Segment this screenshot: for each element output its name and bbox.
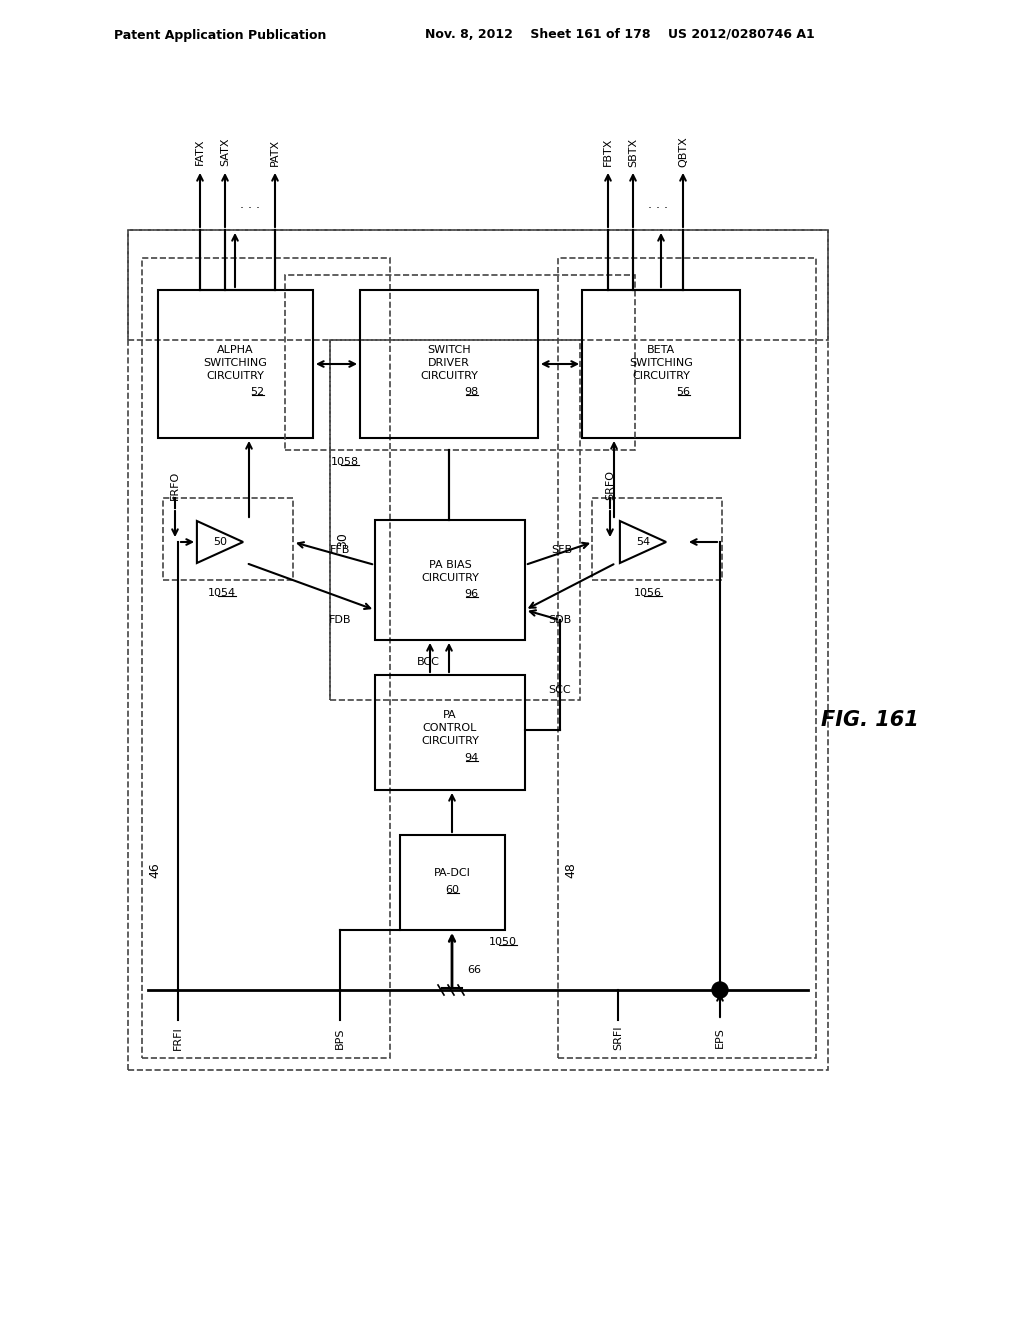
Text: 96: 96 xyxy=(464,589,478,599)
Text: 98: 98 xyxy=(464,387,478,397)
Bar xyxy=(330,341,580,700)
Text: QBTX: QBTX xyxy=(678,137,688,168)
Text: 54: 54 xyxy=(636,537,650,546)
Text: SBTX: SBTX xyxy=(628,137,638,166)
Text: SWITCH: SWITCH xyxy=(427,345,471,355)
Text: SFB: SFB xyxy=(552,545,572,554)
Bar xyxy=(375,520,525,640)
Text: 94: 94 xyxy=(464,752,478,763)
Text: CIRCUITRY: CIRCUITRY xyxy=(632,371,690,381)
Text: PATX: PATX xyxy=(270,139,280,165)
Text: PA: PA xyxy=(443,710,457,719)
Text: SDB: SDB xyxy=(549,615,571,624)
Text: CIRCUITRY: CIRCUITRY xyxy=(421,737,479,746)
Text: 52: 52 xyxy=(250,387,264,397)
Text: 1054: 1054 xyxy=(208,587,237,598)
Circle shape xyxy=(712,982,728,998)
Bar xyxy=(592,498,722,579)
Text: FFB: FFB xyxy=(330,545,350,554)
Text: FATX: FATX xyxy=(195,139,205,165)
Text: SCC: SCC xyxy=(548,685,570,696)
Text: DRIVER: DRIVER xyxy=(428,358,470,368)
Text: BCC: BCC xyxy=(417,657,440,667)
Bar xyxy=(400,836,505,931)
Text: . . .: . . . xyxy=(648,198,668,211)
Text: CIRCUITRY: CIRCUITRY xyxy=(421,573,479,583)
Bar xyxy=(158,290,313,438)
Text: BETA: BETA xyxy=(647,345,675,355)
Text: 30: 30 xyxy=(337,532,349,548)
Text: FIG. 161: FIG. 161 xyxy=(821,710,919,730)
Text: SWITCHING: SWITCHING xyxy=(203,358,267,368)
Text: CONTROL: CONTROL xyxy=(423,723,477,733)
Text: 1058: 1058 xyxy=(331,457,359,467)
Text: Patent Application Publication: Patent Application Publication xyxy=(114,29,327,41)
Text: FBTX: FBTX xyxy=(603,137,613,166)
Text: 1056: 1056 xyxy=(634,587,662,598)
Text: 50: 50 xyxy=(213,537,227,546)
Text: SRFO: SRFO xyxy=(605,470,615,500)
Text: 60: 60 xyxy=(445,884,459,895)
Text: 56: 56 xyxy=(676,387,690,397)
Text: FDB: FDB xyxy=(329,615,351,624)
Bar xyxy=(128,230,828,1071)
Bar xyxy=(558,257,816,1059)
Bar xyxy=(582,290,740,438)
Bar xyxy=(142,257,390,1059)
Text: EPS: EPS xyxy=(715,1027,725,1048)
Text: FRFO: FRFO xyxy=(170,470,180,500)
Text: SATX: SATX xyxy=(220,137,230,166)
Text: SWITCHING: SWITCHING xyxy=(629,358,693,368)
Bar xyxy=(163,498,293,579)
Text: . . .: . . . xyxy=(240,198,260,211)
Text: 66: 66 xyxy=(467,965,481,975)
Text: 46: 46 xyxy=(148,862,162,878)
Text: 1050: 1050 xyxy=(489,937,517,946)
Bar xyxy=(360,290,538,438)
Bar xyxy=(285,275,635,450)
Text: CIRCUITRY: CIRCUITRY xyxy=(420,371,478,381)
Bar xyxy=(375,675,525,789)
Text: ALPHA: ALPHA xyxy=(217,345,253,355)
Text: PA BIAS: PA BIAS xyxy=(429,560,471,570)
Text: FRFI: FRFI xyxy=(173,1026,183,1049)
Bar xyxy=(128,230,828,341)
Text: SRFI: SRFI xyxy=(613,1026,623,1051)
Text: 48: 48 xyxy=(564,862,578,878)
Text: PA-DCI: PA-DCI xyxy=(433,869,470,878)
Text: CIRCUITRY: CIRCUITRY xyxy=(206,371,264,381)
Text: BPS: BPS xyxy=(335,1027,345,1049)
Text: Nov. 8, 2012    Sheet 161 of 178    US 2012/0280746 A1: Nov. 8, 2012 Sheet 161 of 178 US 2012/02… xyxy=(425,29,815,41)
